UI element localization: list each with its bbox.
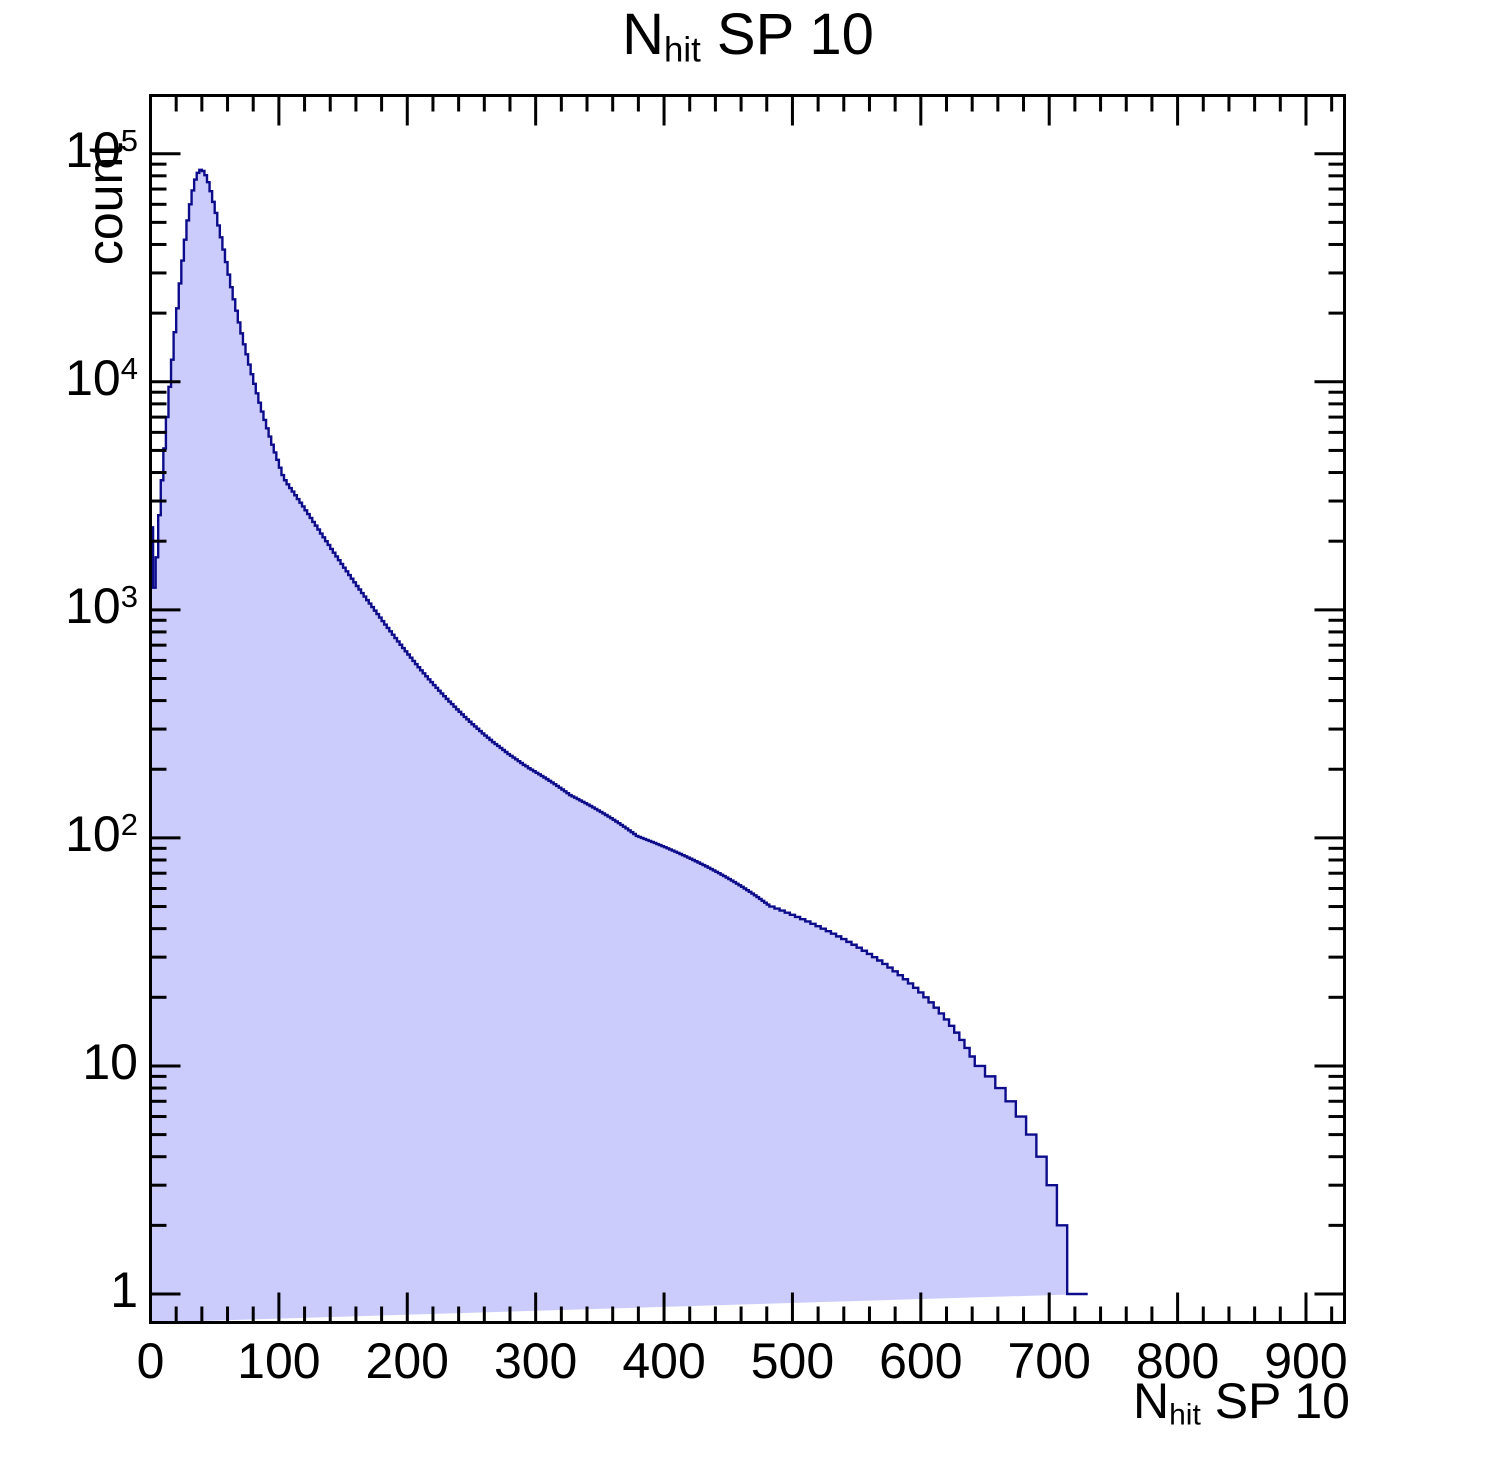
y-tick-label: 1 — [110, 1262, 138, 1318]
x-axis-title: Nhit SP 10 — [1040, 1372, 1350, 1433]
histogram-fill — [150, 169, 1088, 1323]
x-axis-title-rest: SP 10 — [1200, 1373, 1350, 1429]
x-tick-label: 200 — [365, 1333, 449, 1389]
title-main: N — [622, 2, 665, 67]
y-tick-label: 103 — [65, 577, 138, 634]
x-tick-label: 600 — [879, 1333, 963, 1389]
x-tick-label: 300 — [493, 1333, 578, 1389]
x-tick-label: 400 — [622, 1333, 706, 1389]
histogram-outline — [150, 168, 1088, 1296]
y-tick-label: 105 — [65, 121, 138, 178]
x-tick-label: 0 — [136, 1333, 165, 1389]
x-tick-label: 900 — [1264, 1333, 1348, 1389]
y-tick-label: 102 — [65, 805, 138, 862]
x-tick-label: 700 — [1007, 1333, 1091, 1389]
plot-frame — [149, 94, 1346, 1324]
page-title: Nhit SP 10 — [0, 6, 1496, 68]
y-tick-label: 10 — [82, 1033, 138, 1090]
x-axis-title-main: N — [1133, 1373, 1170, 1429]
x-axis-title-subscript: hit — [1169, 1398, 1201, 1432]
histogram-series — [149, 168, 1346, 1323]
axis-ticks — [149, 95, 1345, 1323]
title-subscript: hit — [664, 30, 701, 70]
title-rest: SP 10 — [700, 2, 874, 67]
x-tick-label: 800 — [1135, 1333, 1220, 1389]
y-tick-label: 104 — [65, 349, 138, 406]
x-tick-label: 100 — [237, 1333, 321, 1389]
x-tick-label: 500 — [750, 1333, 835, 1389]
